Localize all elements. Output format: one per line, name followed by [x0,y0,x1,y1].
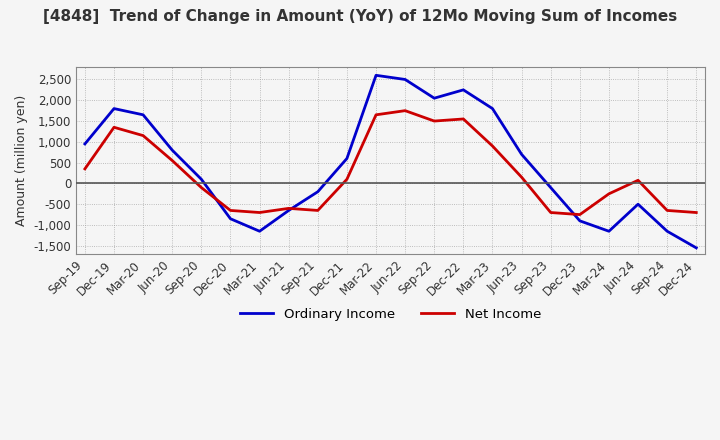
Text: [4848]  Trend of Change in Amount (YoY) of 12Mo Moving Sum of Incomes: [4848] Trend of Change in Amount (YoY) o… [43,9,677,24]
Ordinary Income [343,156,351,161]
Net Income [168,158,176,163]
Ordinary Income [81,141,89,147]
Ordinary Income [284,208,293,213]
Net Income [226,208,235,213]
Net Income [488,143,497,149]
Ordinary Income [401,77,410,82]
Ordinary Income [575,218,584,224]
Ordinary Income [313,189,322,194]
Net Income [430,118,438,124]
Ordinary Income [197,176,206,182]
Line: Ordinary Income: Ordinary Income [85,75,696,248]
Ordinary Income [430,95,438,101]
Ordinary Income [663,229,672,234]
Ordinary Income [139,112,148,117]
Legend: Ordinary Income, Net Income: Ordinary Income, Net Income [235,303,546,326]
Ordinary Income [109,106,118,111]
Ordinary Income [605,229,613,234]
Net Income [372,112,380,117]
Line: Net Income: Net Income [85,110,696,215]
Net Income [197,185,206,190]
Ordinary Income [517,152,526,157]
Ordinary Income [226,216,235,221]
Net Income [401,108,410,113]
Net Income [313,208,322,213]
Net Income [634,178,642,183]
Y-axis label: Amount (million yen): Amount (million yen) [15,95,28,226]
Net Income [605,191,613,196]
Net Income [109,125,118,130]
Net Income [517,175,526,180]
Ordinary Income [372,73,380,78]
Net Income [459,116,468,121]
Net Income [256,210,264,215]
Net Income [692,210,701,215]
Ordinary Income [256,229,264,234]
Net Income [343,176,351,182]
Net Income [575,212,584,217]
Net Income [663,208,672,213]
Ordinary Income [488,106,497,111]
Ordinary Income [459,87,468,92]
Net Income [546,210,555,215]
Ordinary Income [546,185,555,190]
Net Income [284,206,293,211]
Net Income [139,133,148,138]
Ordinary Income [692,245,701,250]
Net Income [81,166,89,172]
Ordinary Income [168,147,176,153]
Ordinary Income [634,202,642,207]
